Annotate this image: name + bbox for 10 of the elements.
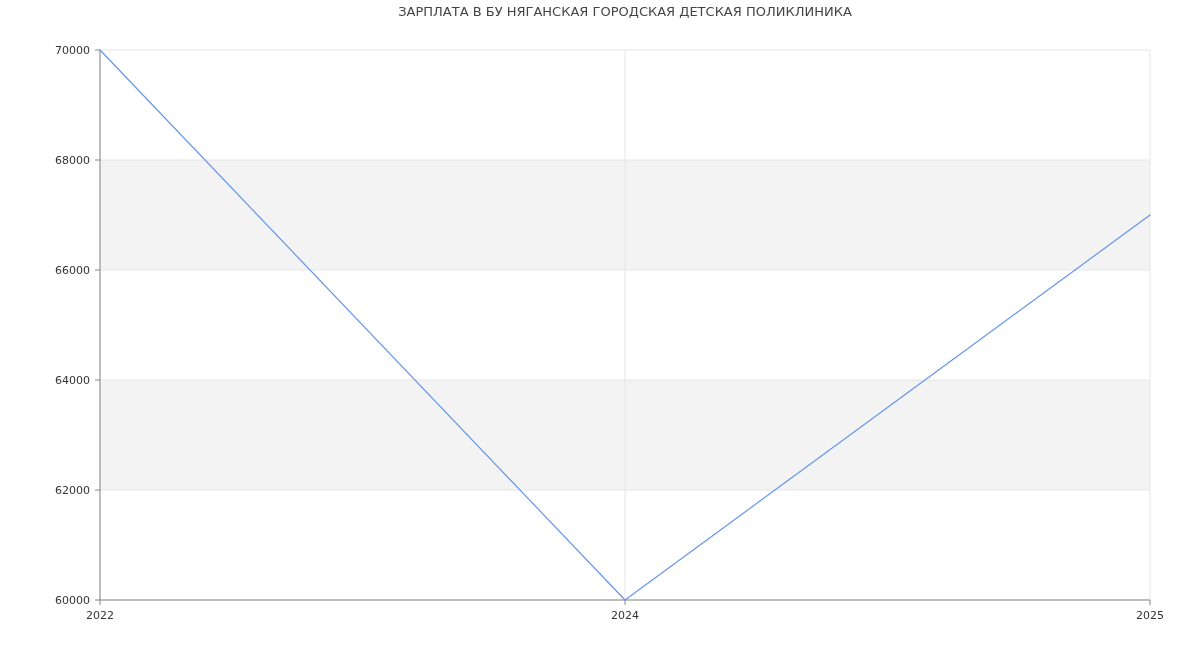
y-tick-label: 60000 — [55, 593, 90, 607]
y-tick-label: 66000 — [55, 263, 90, 277]
x-tick-label: 2024 — [611, 609, 639, 622]
y-tick-label: 64000 — [55, 373, 90, 387]
y-tick-label: 68000 — [55, 153, 90, 167]
chart-title: ЗАРПЛАТА В БУ НЯГАНСКАЯ ГОРОДСКАЯ ДЕТСКАЯ ПОЛИКЛИНИКА — [398, 4, 852, 19]
x-tick-label: 2025 — [1136, 609, 1164, 622]
y-tick-label: 62000 — [55, 483, 90, 497]
x-tick-label: 2022 — [86, 609, 114, 622]
y-tick-label: 70000 — [55, 43, 90, 57]
